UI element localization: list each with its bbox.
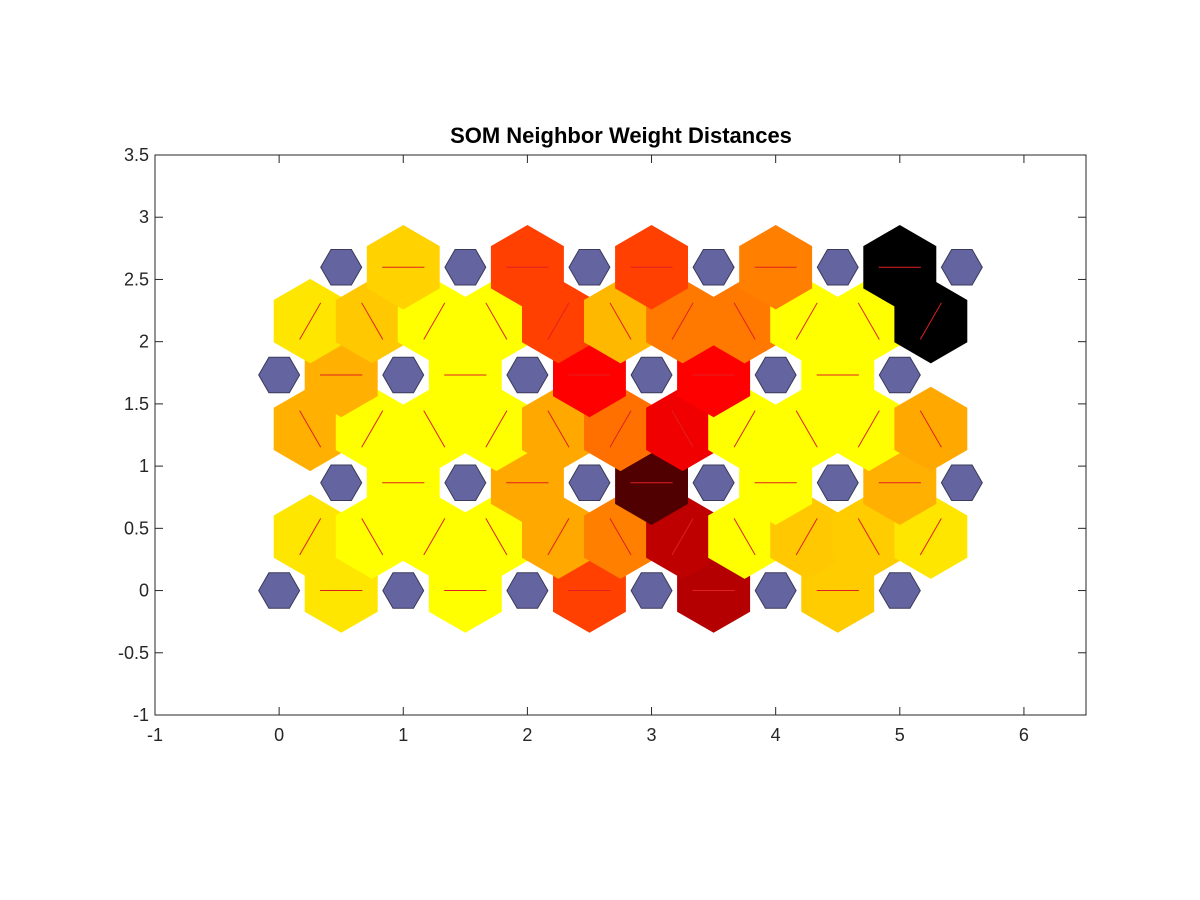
neuron [568,249,611,286]
neuron [692,464,735,501]
connection-line [609,410,632,448]
neuron [878,572,921,609]
connection-line [361,518,384,556]
y-tick-label: 3 [139,207,149,227]
connection-lines [299,266,942,592]
y-tick-label: 2.5 [124,269,149,289]
neuron [754,356,797,394]
connection-line [299,302,322,340]
chart-title: SOM Neighbor Weight Distances [450,123,792,148]
connection-line [547,518,570,556]
connection-line [671,518,694,556]
neuron [692,249,735,286]
connection-line [919,518,942,556]
connection-line [795,302,818,340]
connection-line [919,410,942,448]
connection-line [919,302,942,340]
x-tick-label: 6 [1019,725,1029,745]
neuron [320,249,363,286]
neuron [754,572,797,609]
x-tick-label: 4 [771,725,781,745]
neuron [816,249,859,286]
neurons [258,249,983,609]
connection-line [609,518,632,556]
neuron [630,572,673,609]
connection-line [671,410,694,448]
neuron [568,464,611,501]
connection-line [423,410,446,448]
connection-line [423,518,446,556]
y-tick-label: -0.5 [118,643,149,663]
connection-line [733,518,756,556]
y-tick-label: 0.5 [124,518,149,538]
y-axis: -1 -0.5 0 0.5 1 1.5 2 2.5 3 3.5 [118,145,1086,725]
connection-line [857,302,880,340]
connection-line [795,518,818,556]
neuron [940,249,983,286]
neuron [940,464,983,501]
neuron [444,249,487,286]
connection-line [485,518,508,556]
connection-line [857,518,880,556]
x-tick-label: 3 [647,725,657,745]
x-axis: -1 0 1 2 3 4 5 6 [147,155,1029,745]
neuron [444,464,487,501]
connection-line [485,410,508,448]
neuron [382,356,425,394]
x-tick-label: 1 [398,725,408,745]
y-tick-label: 1 [139,456,149,476]
connection-line [671,302,694,340]
x-tick-label: 0 [274,725,284,745]
connection-line [547,302,570,340]
connection-line [361,302,384,340]
y-tick-label: 3.5 [124,145,149,165]
neuron [382,572,425,609]
neuron [878,356,921,394]
neuron [630,356,673,394]
x-tick-label: -1 [147,725,163,745]
x-tick-label: 5 [895,725,905,745]
y-tick-label: 2 [139,332,149,352]
connection-line [609,302,632,340]
x-tick-label: 2 [522,725,532,745]
neuron [258,356,301,394]
connection-line [485,302,508,340]
connection-line [423,302,446,340]
connection-line [857,410,880,448]
y-tick-label: 0 [139,581,149,601]
connection-line [733,410,756,448]
connection-line [733,302,756,340]
connection-line [299,518,322,556]
connection-line [361,410,384,448]
neuron [816,464,859,501]
axes-box [154,154,1087,716]
neuron [506,572,549,609]
neuron [506,356,549,394]
y-tick-label: 1.5 [124,394,149,414]
neuron [320,464,363,501]
neuron [258,572,301,609]
y-tick-label: -1 [133,705,149,725]
plot-area [258,225,983,633]
connection-line [299,410,322,448]
connection-line [795,410,818,448]
connection-line [547,410,570,448]
